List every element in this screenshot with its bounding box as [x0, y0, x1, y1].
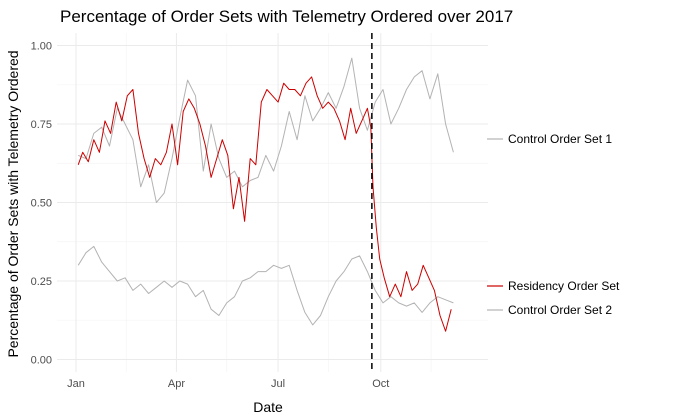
legend-label-control-order-set-2: Control Order Set 2 [508, 303, 612, 317]
x-axis-title: Date [253, 399, 283, 415]
x-tick-label: Oct [372, 378, 389, 390]
x-tick-label: Jul [271, 378, 285, 390]
legend: Control Order Set 1 Residency Order Set Co… [487, 132, 620, 317]
grid [57, 33, 488, 372]
legend-label-residency-order-set: Residency Order Set [508, 279, 620, 293]
y-tick-label: 0.75 [31, 119, 52, 131]
series-line-residency-order-set [77, 76, 452, 332]
legend-label-control-order-set-1: Control Order Set 1 [508, 132, 612, 146]
x-tick-label: Apr [168, 378, 185, 390]
y-tick-label: 0.50 [31, 198, 52, 210]
y-tick-label: 0.00 [31, 354, 52, 366]
y-tick-label: 1.00 [31, 41, 52, 53]
series-line-control-order-set-2 [77, 245, 454, 326]
x-axis-ticks: Jan Apr Jul Oct [67, 378, 389, 390]
y-axis-title: Percentage of Order Sets with Telemetry … [5, 50, 21, 357]
chart-title: Percentage of Order Sets with Telemetry … [60, 7, 513, 26]
y-tick-label: 0.25 [31, 276, 52, 288]
y-axis-ticks: 0.00 0.25 0.50 0.75 1.00 [31, 41, 52, 367]
series-line-control-order-set-1 [78, 57, 454, 203]
x-tick-label: Jan [67, 378, 85, 390]
series-layer [77, 57, 454, 332]
